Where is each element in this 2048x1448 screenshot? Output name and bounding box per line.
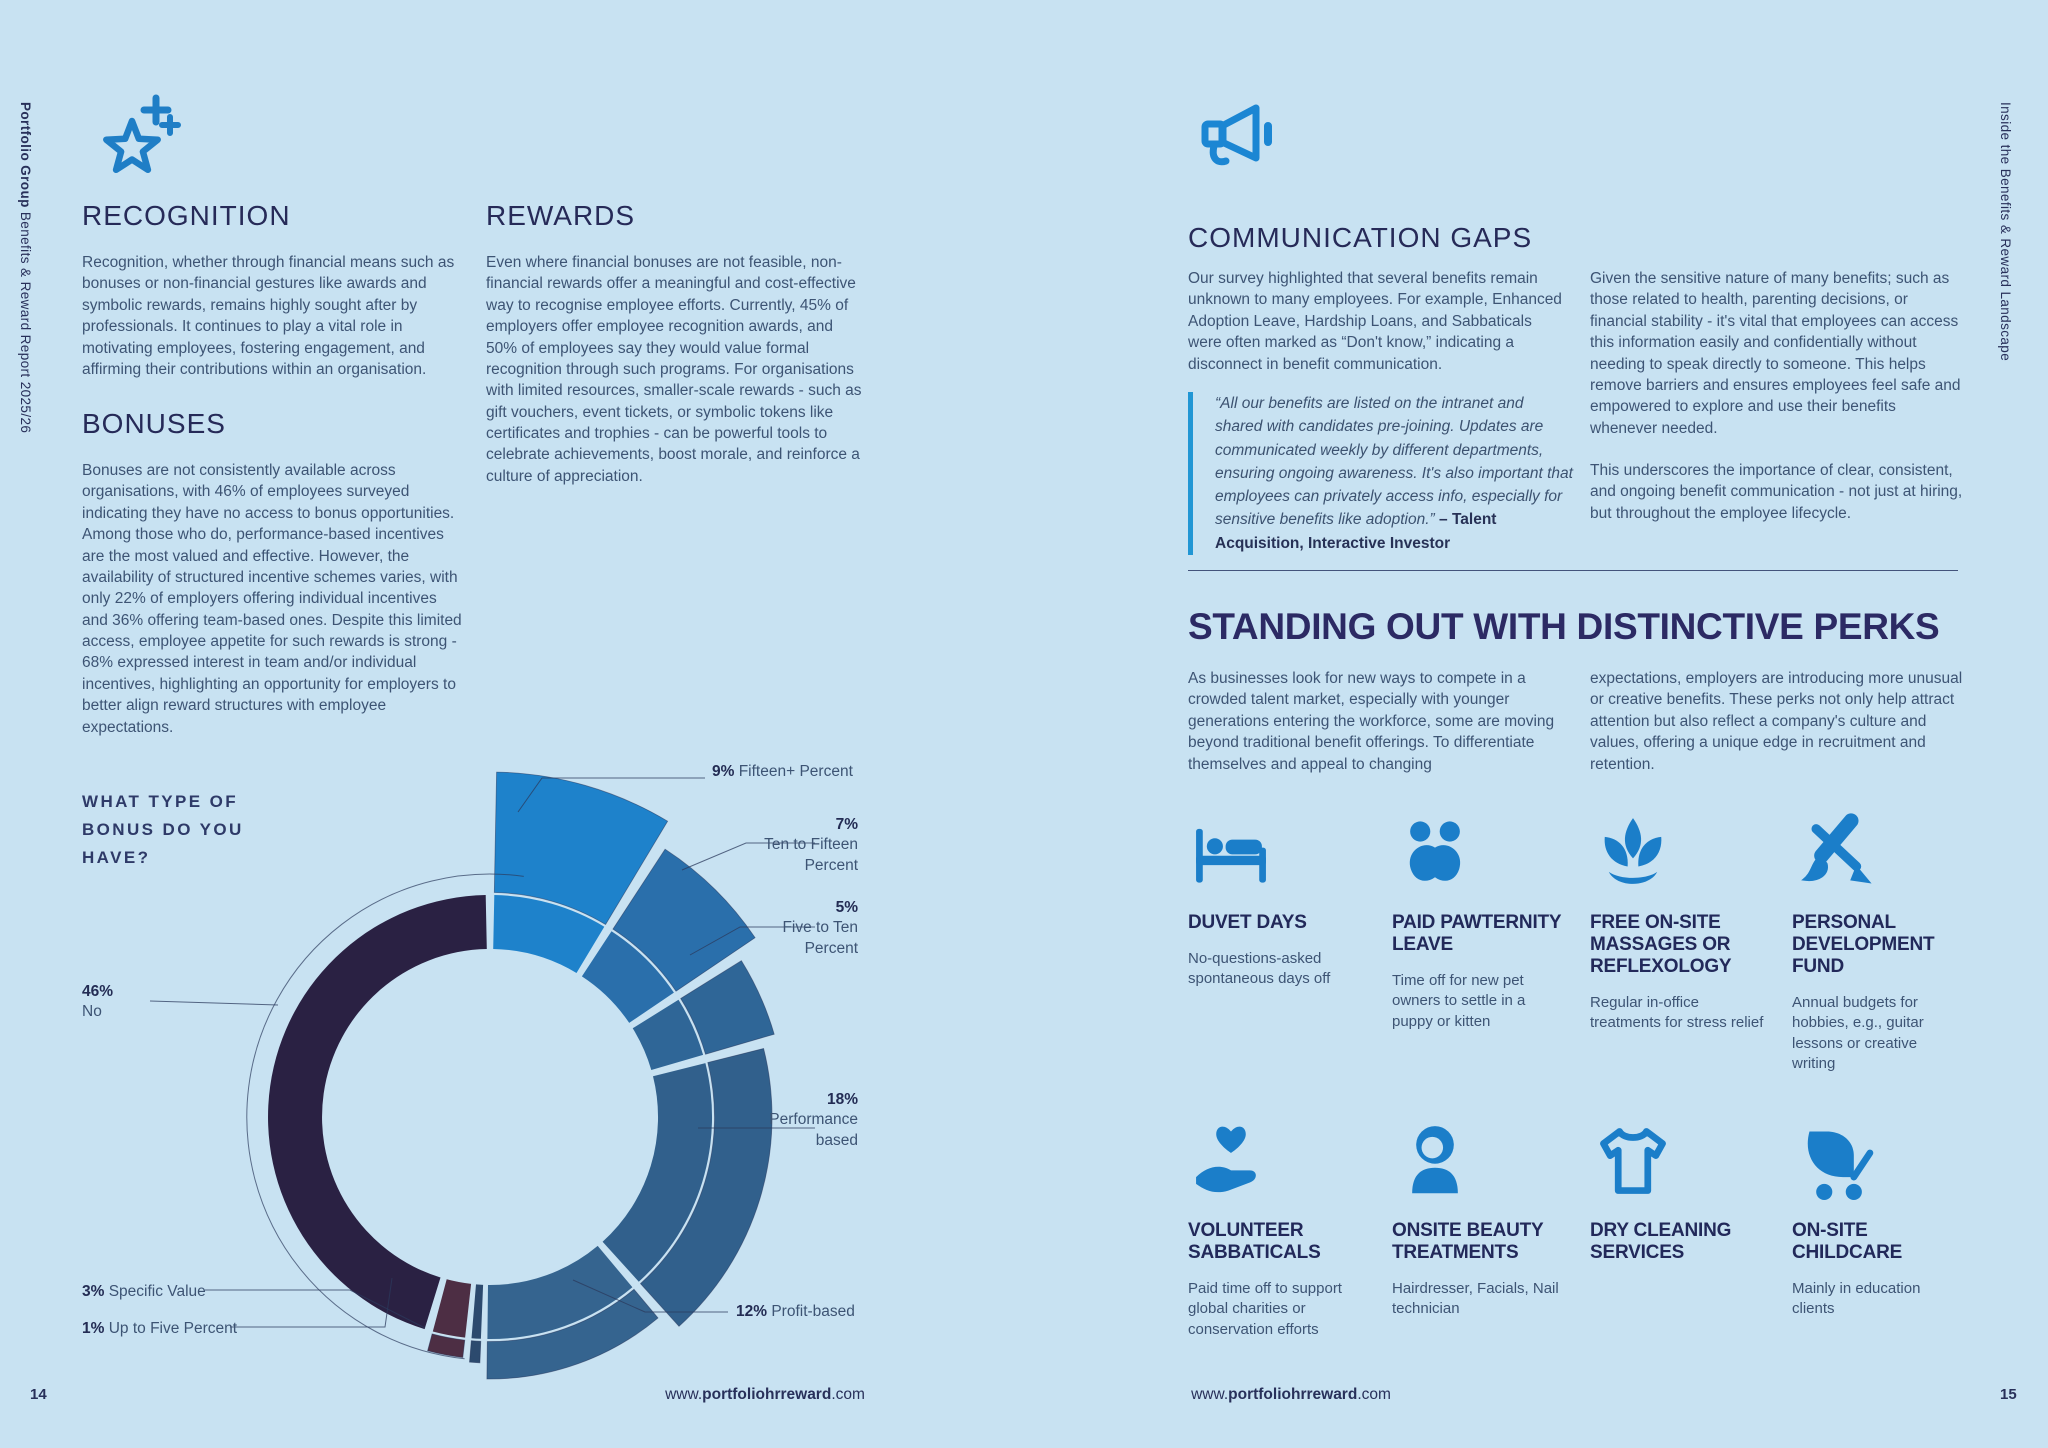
recognition-heading: RECOGNITION — [82, 200, 291, 231]
left-page-footer-url: www.portfoliohrreward.com — [665, 1386, 865, 1403]
tshirt-icon — [1590, 1118, 1792, 1220]
star-plus-icon — [92, 94, 188, 182]
left-margin-vertical-text: Portfolio Group Benefits & Reward Report… — [18, 102, 33, 433]
bonuses-paragraph: Bonuses are not consistently available a… — [82, 462, 462, 736]
perk-massages: FREE ON-SITE MASSAGES OR REFLEXOLOGY Reg… — [1590, 810, 1792, 1075]
standing-out-col2: expectations, employers are introducing … — [1590, 670, 1963, 773]
chart-callout-five-to-ten: 5% Five to Ten Percent — [782, 899, 858, 957]
right-page-footer-url: www.portfoliohrreward.com — [1191, 1386, 1391, 1403]
perks-row-1: DUVET DAYS No-questions-asked spontaneou… — [1188, 810, 1960, 1075]
standing-out-col1: As businesses look for new ways to compe… — [1188, 670, 1555, 773]
chart-callout-profit: 12% Profit-based — [736, 1303, 855, 1320]
communication-gaps-heading: COMMUNICATION GAPS — [1188, 222, 1533, 253]
stroller-icon — [1792, 1118, 1960, 1220]
person-icon — [1392, 1118, 1590, 1220]
perk-dry-cleaning: DRY CLEANING SERVICES — [1590, 1118, 1792, 1340]
standing-out-heading: STANDING OUT WITH DISTINCTIVE PERKS — [1188, 606, 1940, 647]
chart-callout-ten-to-fifteen: 7% Ten to Fifteen Percent — [764, 816, 858, 874]
paw-icon — [1392, 810, 1590, 912]
chart-callout-up-to-five: 1% Up to Five Percent — [82, 1320, 238, 1337]
report-title: Benefits & Reward Report 2025/26 — [18, 207, 33, 434]
bonus-type-donut-chart — [149, 771, 815, 1380]
right-page-number: 15 — [2000, 1386, 2017, 1403]
perk-pawternity-leave: PAID PAWTERNITY LEAVE Time off for new p… — [1392, 810, 1590, 1075]
heart-hand-icon — [1188, 1118, 1392, 1220]
right-margin-vertical-text: Inside the Benefits & Reward Landscape — [1998, 102, 2013, 362]
communication-gaps-col1: Our survey highlighted that several bene… — [1188, 270, 1562, 373]
communication-gaps-col2-p1: Given the sensitive nature of many benef… — [1590, 270, 1961, 437]
perk-volunteer-sabbaticals: VOLUNTEER SABBATICALS Paid time off to s… — [1188, 1118, 1392, 1340]
rewards-paragraph: Even where financial bonuses are not fea… — [486, 254, 862, 485]
perks-row-2: VOLUNTEER SABBATICALS Paid time off to s… — [1188, 1118, 1960, 1340]
quote-attribution: – Talent Acquisition, Interactive Invest… — [1215, 511, 1497, 552]
lotus-icon — [1590, 810, 1792, 912]
communication-gaps-col2: Given the sensitive nature of many benef… — [1590, 268, 1964, 524]
rewards-heading: REWARDS — [486, 200, 636, 231]
section-divider — [1188, 570, 1958, 571]
chart-callout-fifteen-plus: 9% Fifteen+ Percent — [712, 763, 853, 780]
perk-beauty-treatments: ONSITE BEAUTY TREATMENTS Hairdresser, Fa… — [1392, 1118, 1590, 1340]
perk-childcare: ON-SITE CHILDCARE Mainly in education cl… — [1792, 1118, 1960, 1340]
quote-text: “All our benefits are listed on the intr… — [1215, 395, 1573, 529]
left-page-number: 14 — [30, 1386, 47, 1403]
perk-duvet-days: DUVET DAYS No-questions-asked spontaneou… — [1188, 810, 1392, 1075]
report-brand: Portfolio Group — [18, 102, 33, 208]
paintbrush-icon — [1792, 810, 1960, 912]
chart-callout-no-bonus: 46% No — [82, 983, 114, 1021]
recognition-paragraph: Recognition, whether through financial m… — [82, 254, 455, 378]
chart-question-title: WHAT TYPE OF BONUS DO YOU HAVE? — [82, 792, 244, 868]
chart-callout-specific-value: 3% Specific Value — [82, 1283, 206, 1300]
communication-gaps-quote: “All our benefits are listed on the intr… — [1188, 392, 1575, 555]
bed-icon — [1188, 810, 1392, 912]
chart-callout-performance: 18% Performance based — [769, 1091, 858, 1149]
bonuses-heading: BONUSES — [82, 408, 226, 439]
megaphone-icon — [1190, 94, 1292, 186]
perk-development-fund: PERSONAL DEVELOPMENT FUND Annual budgets… — [1792, 810, 1960, 1075]
communication-gaps-col2-p2: This underscores the importance of clear… — [1590, 462, 1963, 522]
